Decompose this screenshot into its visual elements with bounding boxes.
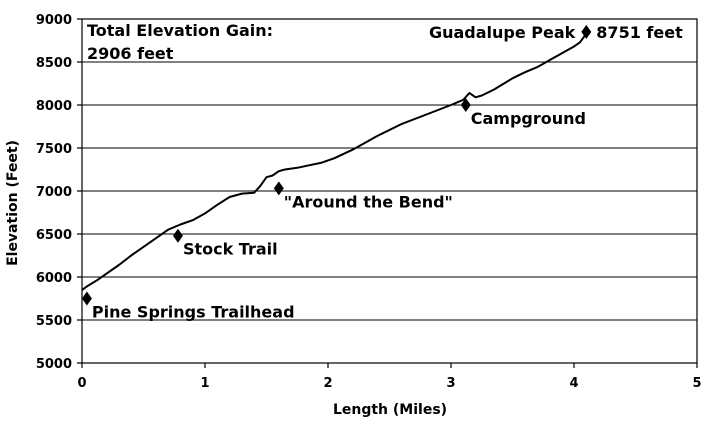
y-tick-label: 7000 [36,185,72,200]
y-tick-label: 8000 [36,99,72,114]
waypoint-marker [581,24,592,39]
waypoint-marker [460,98,471,112]
axis-layer: 5000 5500 6000 6500 7000 7500 8000 8500 9000 0 1 2 3… [36,13,702,391]
x-tick-label: 4 [569,376,578,391]
waypoint-marker [273,181,284,196]
waypoint-value-label: 8751 feet [596,23,683,42]
x-tick-label: 2 [323,376,332,391]
x-tick-label: 5 [692,376,701,391]
grid-layer [82,18,697,321]
x-tick-label: 0 [77,376,86,391]
y-tick-label: 7500 [36,142,72,157]
x-axis-title: Length (Miles) [333,402,447,418]
waypoint-label: Stock Trail [183,240,278,259]
waypoint-marker [172,228,183,243]
waypoint-label: "Around the Bend" [284,192,453,211]
elevation-series-line [81,33,588,291]
y-axis-title: Elevation (Feet) [5,140,21,266]
y-tick-label: 9000 [36,13,72,28]
waypoint-marker [81,291,92,306]
x-tick-label: 3 [446,376,455,391]
plot-area-frame [81,18,698,364]
elevation-gain-label: Total Elevation Gain: [87,21,273,40]
y-tick-label: 8500 [36,56,72,71]
y-tick-label: 6500 [36,228,72,243]
y-tick-label: 5500 [36,314,72,329]
y-tick-label: 5000 [36,357,72,372]
elevation-gain-value: 2906 feet [87,44,174,63]
x-tick-label: 1 [200,376,209,391]
y-tick-label: 6000 [36,271,72,286]
waypoint-label: Pine Springs Trailhead [92,303,295,322]
waypoint-label: Campground [471,109,586,128]
series-layer [81,33,588,291]
marker-layer: Pine Springs Trailhead Stock Trail "Around… [81,23,683,322]
waypoint-label: Guadalupe Peak [429,23,576,42]
